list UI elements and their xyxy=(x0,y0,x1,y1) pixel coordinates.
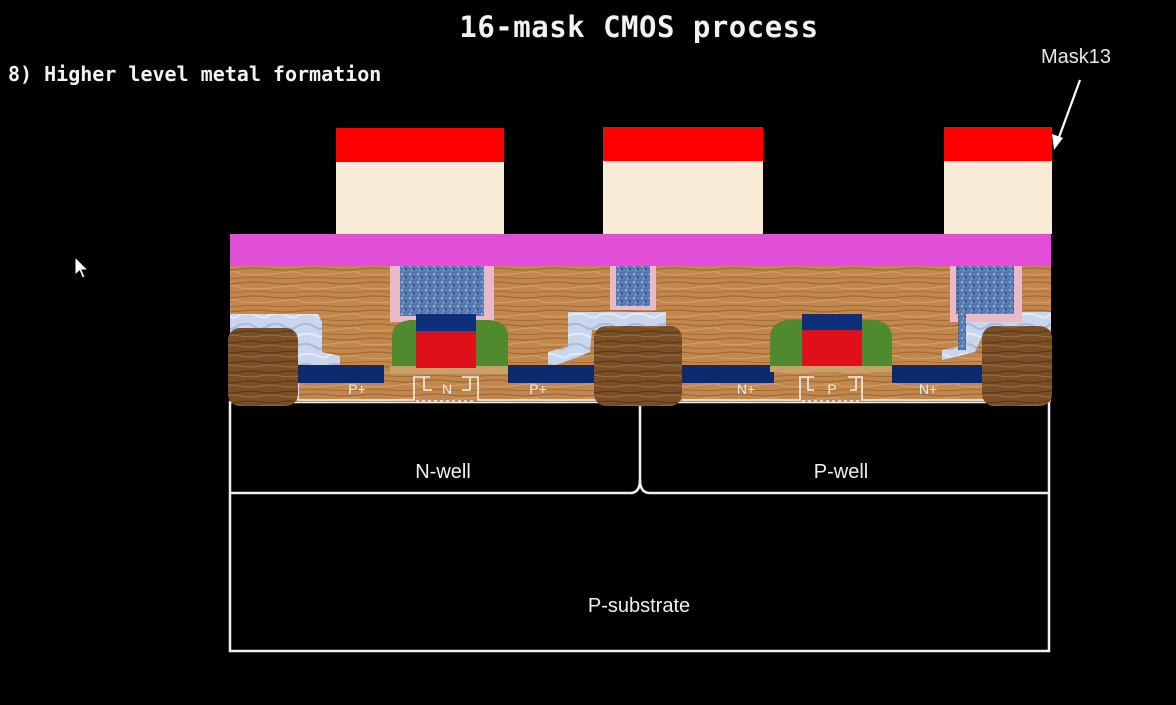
photoresist-1 xyxy=(336,128,504,162)
nmos-gate-oxide xyxy=(770,366,892,372)
pmos-source-label: P+ xyxy=(348,381,366,397)
metal-block-2 xyxy=(603,160,763,234)
n-well-label: N-well xyxy=(415,461,471,483)
metal-block-1 xyxy=(336,160,504,234)
mask-label: Mask13 xyxy=(1041,46,1112,68)
nmos-drain-label: N+ xyxy=(919,381,937,397)
nmos-gate-poly xyxy=(802,328,862,368)
via-2 xyxy=(616,266,650,306)
nmos-source-silicide xyxy=(682,365,774,383)
pmos-channel-label: N xyxy=(442,381,452,397)
via-3-stem xyxy=(958,310,966,350)
pmos-gate-oxide xyxy=(390,366,508,374)
nmos-drain-silicide xyxy=(892,365,984,383)
via-1 xyxy=(400,266,484,316)
contact-liner-right xyxy=(942,312,1051,360)
junction-outlines xyxy=(297,376,984,401)
sti-right xyxy=(982,326,1052,406)
nmos-source-label: N+ xyxy=(737,381,755,397)
pmos-drain-label: P+ xyxy=(529,381,547,397)
sti-middle xyxy=(594,326,682,406)
p-well-label: P-well xyxy=(814,461,868,483)
mouse-pointer-icon xyxy=(74,256,90,279)
pmos-source-silicide xyxy=(298,365,384,383)
photoresist-3 xyxy=(944,127,1052,161)
photoresist-2 xyxy=(603,127,763,161)
metal-block-3 xyxy=(944,160,1052,234)
slide-title: 16-mask CMOS process xyxy=(459,10,819,44)
nmos-gate-cap xyxy=(802,314,862,330)
via-3 xyxy=(956,266,1014,314)
pmos-drain-silicide xyxy=(508,365,596,383)
dielectric-layer xyxy=(230,234,1051,266)
sti-left xyxy=(228,328,298,406)
pmos-gate-poly xyxy=(416,328,476,368)
pmos-gate-cap xyxy=(416,314,476,331)
p-substrate-label: P-substrate xyxy=(588,595,690,617)
step-heading: 8) Higher level metal formation xyxy=(8,62,382,86)
p-well-outline xyxy=(638,479,1049,495)
arrow-icon xyxy=(1052,79,1082,150)
nmos-channel-label: P xyxy=(827,381,836,397)
